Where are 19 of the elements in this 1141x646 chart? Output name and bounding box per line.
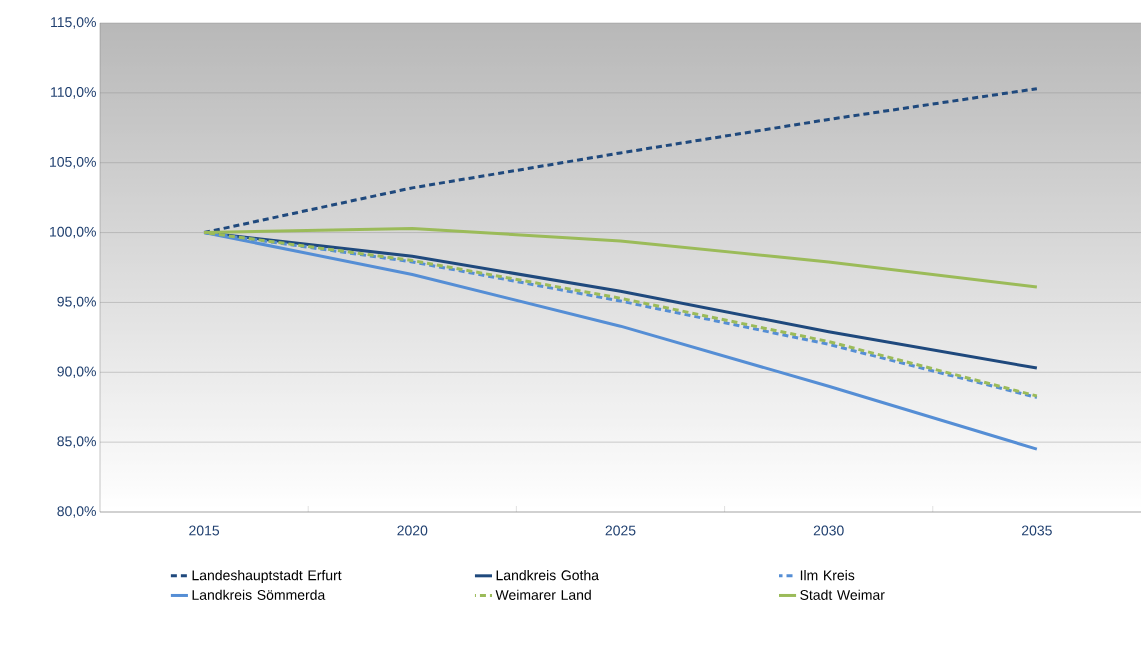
legend-label: Ilm Kreis [800,569,855,581]
legend-label: Stadt Weimar [800,589,885,600]
y-tick-label: 95,0% [57,296,96,309]
x-tick-label: 2015 [189,525,220,536]
x-tick-label: 2020 [397,525,428,536]
x-tick-label: 2025 [605,525,636,536]
x-tick-label: 2030 [813,525,844,536]
legend-label: Landkreis Gotha [496,569,600,581]
y-tick-label: 110,0% [51,87,96,99]
legend-label: Weimarer Land [495,589,591,600]
y-tick-label: 85,0% [57,436,96,448]
legend-label: Landeshauptstadt Erfurt [192,569,342,584]
y-tick-label: 90,0% [57,366,96,379]
y-tick-label: 100,0% [50,226,96,239]
legend-label: Landkreis Sömmerda [192,589,326,600]
y-tick-label: 105,0% [50,156,96,169]
y-tick-label: 80,0% [57,506,96,518]
x-tick-label: 2035 [1022,525,1052,536]
y-tick-label: 115,0% [51,17,96,29]
